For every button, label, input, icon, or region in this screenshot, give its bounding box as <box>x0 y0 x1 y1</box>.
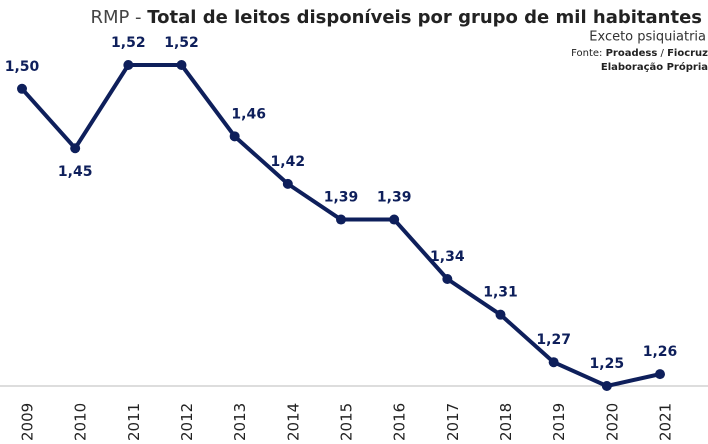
point <box>336 214 346 225</box>
x-tick-label: 2016 <box>391 403 409 441</box>
point <box>655 369 665 380</box>
point <box>17 83 27 94</box>
x-tick-label: 2009 <box>19 403 37 441</box>
data-label: 1,27 <box>536 332 571 348</box>
data-label: 1,52 <box>164 35 199 51</box>
x-tick-label: 2013 <box>231 403 249 441</box>
data-label: 1,34 <box>430 249 465 265</box>
point <box>548 357 559 368</box>
data-label: 1,50 <box>5 59 40 75</box>
point <box>123 60 134 70</box>
point <box>282 178 293 189</box>
x-tick-label: 2021 <box>657 403 675 441</box>
x-tick-label: 2010 <box>72 403 90 441</box>
x-tick-label: 2020 <box>603 403 621 441</box>
point <box>495 309 506 320</box>
x-tick-label: 2011 <box>125 403 143 441</box>
source-sep: / <box>657 48 667 59</box>
data-label: 1,42 <box>271 154 306 170</box>
chart-title: RMP - Total de leitos disponíveis por gr… <box>90 7 702 28</box>
data-label: 1,39 <box>377 190 412 206</box>
point <box>601 381 612 391</box>
x-tick-label: 2019 <box>550 403 568 441</box>
data-label: 1,39 <box>324 190 359 206</box>
x-tick-label: 2012 <box>178 403 196 441</box>
data-label: 1,45 <box>58 164 93 180</box>
title-main: Total de leitos disponíveis por grupo de… <box>147 7 702 28</box>
note: Elaboração Própria <box>601 61 708 73</box>
x-tick-label: 2014 <box>284 403 302 441</box>
data-label: 1,25 <box>590 356 625 372</box>
point <box>229 131 240 142</box>
source-name: Proadess <box>606 48 658 59</box>
source-label: Fonte: <box>571 48 605 59</box>
source-name: Fiocruz <box>667 48 708 59</box>
data-label: 1,46 <box>231 106 266 122</box>
source: Fonte: Proadess / Fiocruz <box>571 48 708 59</box>
title-prefix: RMP - <box>90 7 147 28</box>
data-label: 1,31 <box>483 285 518 301</box>
data-label: 1,26 <box>643 344 678 360</box>
point <box>442 274 453 284</box>
subtitle: Exceto psiquiatria <box>589 30 706 45</box>
point <box>176 60 187 70</box>
point <box>389 214 400 225</box>
point <box>70 143 81 154</box>
data-label: 1,52 <box>111 35 146 51</box>
x-tick-label: 2015 <box>338 403 356 441</box>
x-tick-label: 2018 <box>497 403 515 441</box>
x-tick-label: 2017 <box>444 403 462 441</box>
